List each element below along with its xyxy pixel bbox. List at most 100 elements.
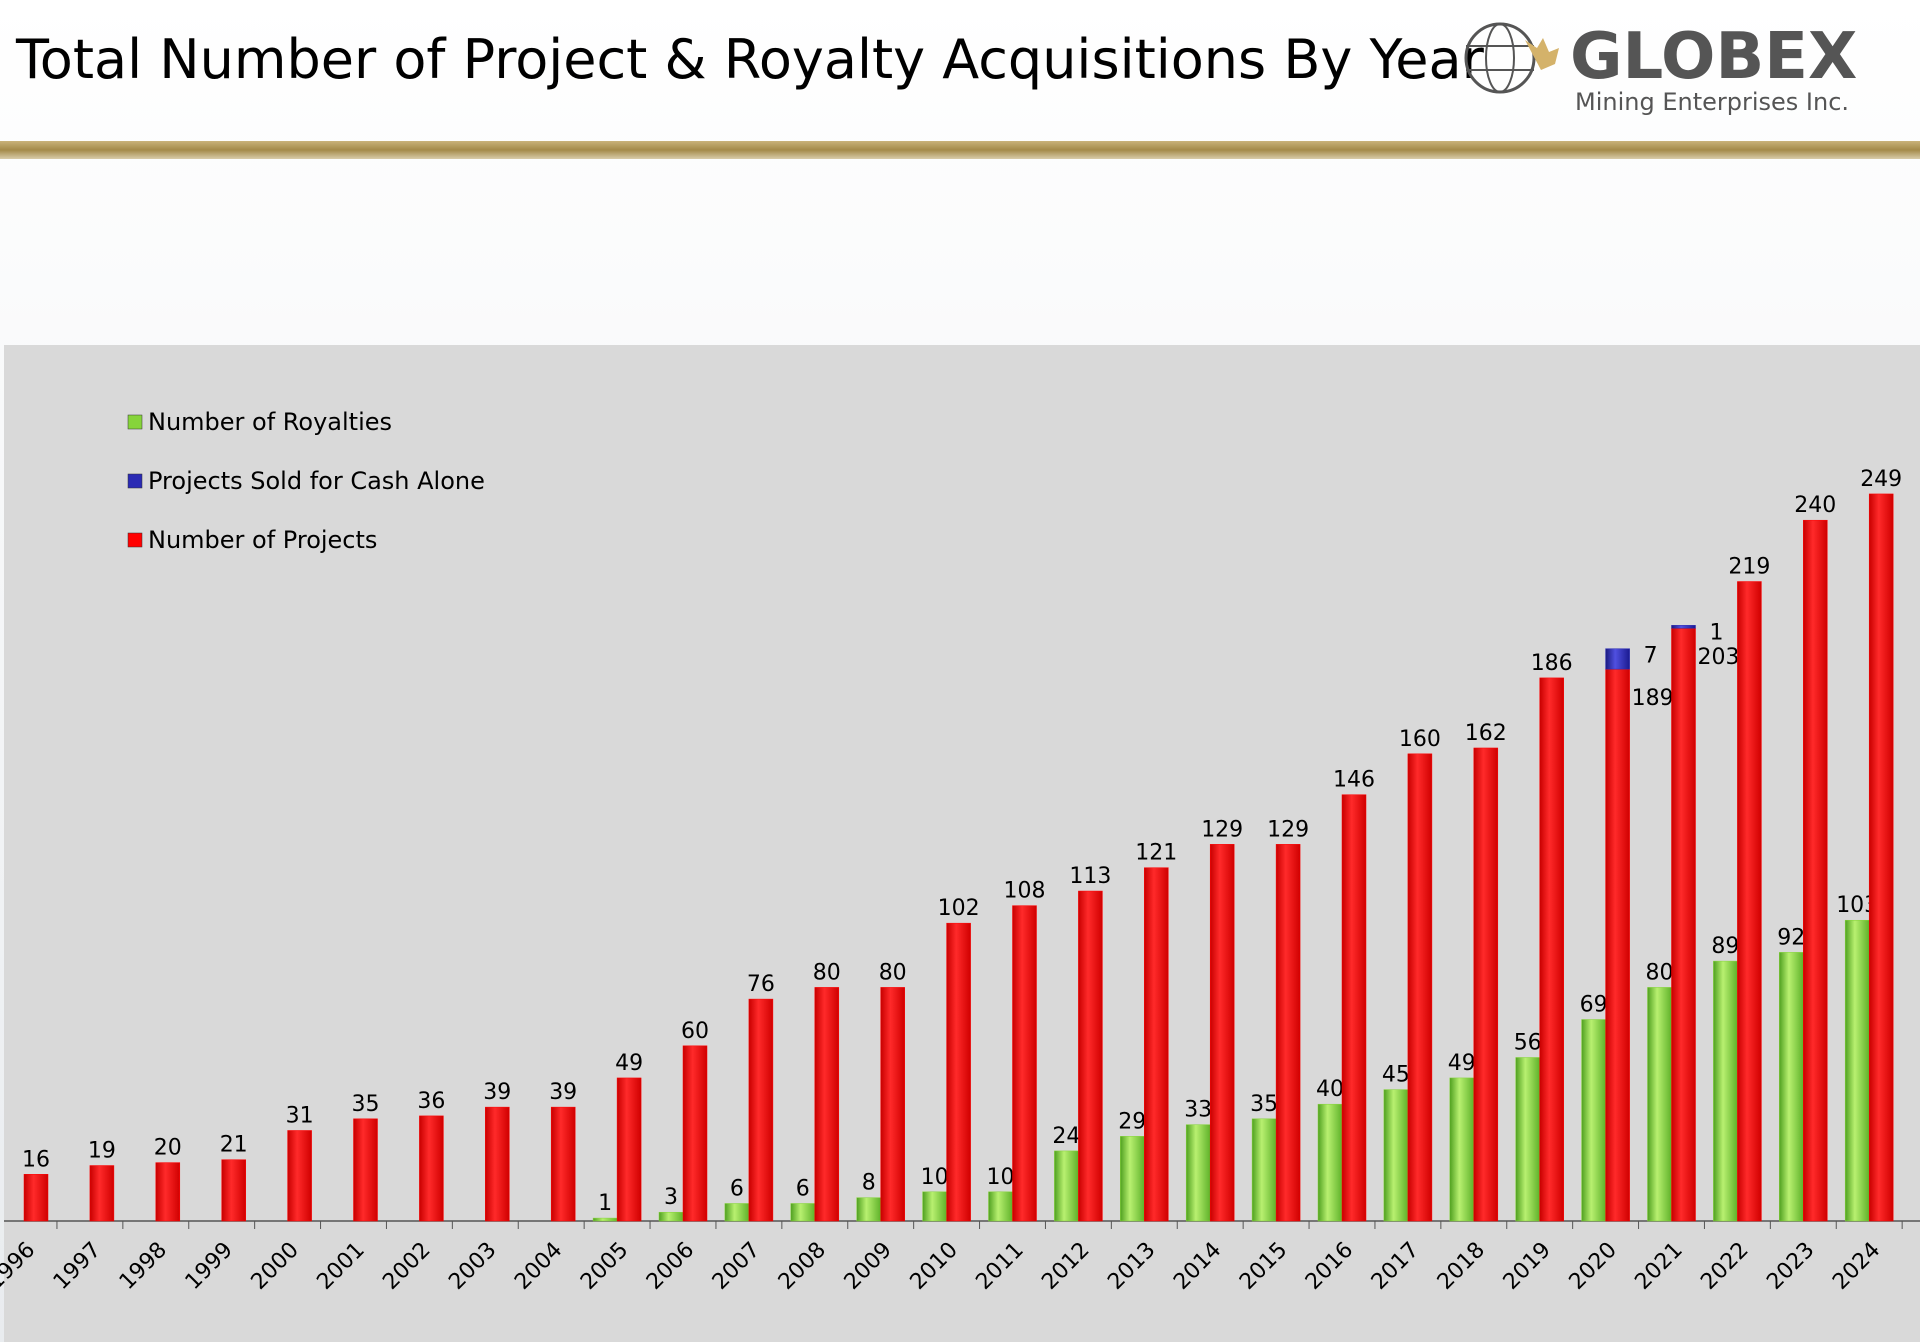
value-label: 186: [1531, 651, 1573, 676]
bar: [1120, 1136, 1145, 1222]
bar: [682, 1045, 708, 1222]
value-label: 113: [1069, 864, 1111, 889]
value-label: 6: [730, 1176, 744, 1201]
value-label: 33: [1184, 1098, 1212, 1123]
value-label: 39: [483, 1080, 511, 1105]
bar: [592, 1217, 618, 1222]
bar: [1868, 493, 1894, 1222]
value-label: 219: [1728, 555, 1770, 580]
bar: [1251, 1118, 1277, 1222]
value-label: 31: [286, 1103, 314, 1128]
logo: GLOBEX Mining Enterprises Inc.: [1464, 20, 1857, 116]
value-label: 1: [1710, 620, 1724, 645]
chart: Number of Royalties Projects Sold for Cas…: [0, 408, 1920, 1295]
bar: [155, 1162, 181, 1222]
bar: [1209, 844, 1235, 1222]
bar: [748, 998, 774, 1222]
bar: [1185, 1124, 1211, 1222]
legend-label: Number of Projects: [148, 526, 377, 554]
value-label: 29: [1118, 1109, 1146, 1134]
value-label: 21: [220, 1133, 248, 1158]
value-label: 24: [1052, 1124, 1080, 1149]
bar: [922, 1191, 947, 1222]
bar-segment: [1605, 648, 1630, 670]
bar: [724, 1203, 750, 1222]
value-label: 20: [154, 1136, 182, 1161]
bar: [1078, 890, 1103, 1222]
value-label: 80: [813, 960, 841, 985]
legend-swatch: [127, 473, 143, 489]
value-label: 56: [1514, 1030, 1542, 1055]
value-label: 6: [796, 1176, 810, 1201]
title: Total Number of Project & Royalty Acquis…: [15, 28, 1485, 91]
value-label: 129: [1267, 817, 1309, 842]
bar: [1275, 844, 1301, 1222]
maple-leaf: [1525, 38, 1559, 70]
bar: [856, 1197, 881, 1222]
value-label: 40: [1316, 1077, 1344, 1102]
value-label: 39: [549, 1080, 577, 1105]
legend-label: Projects Sold for Cash Alone: [148, 467, 485, 495]
bar: [1515, 1057, 1540, 1222]
bar: [353, 1118, 378, 1222]
value-label: 189: [1632, 686, 1674, 711]
value-label: 160: [1399, 727, 1441, 752]
bar: [988, 1191, 1013, 1222]
value-label: 49: [1448, 1051, 1476, 1076]
bar: [946, 922, 971, 1222]
bar: [1449, 1077, 1475, 1222]
bar: [1605, 668, 1630, 1222]
bar: [1671, 627, 1696, 1222]
value-label: 92: [1777, 925, 1805, 950]
globe-icon: [1485, 23, 1515, 93]
bar: [485, 1106, 510, 1222]
bar: [616, 1077, 642, 1222]
value-label: 1: [598, 1191, 612, 1216]
value-label: 102: [938, 896, 980, 921]
value-label: 108: [1004, 879, 1046, 904]
value-label: 80: [879, 960, 907, 985]
legend-label: Number of Royalties: [148, 408, 392, 436]
bar: [1803, 519, 1828, 1222]
value-label: 35: [1250, 1092, 1278, 1117]
logo-name: GLOBEX: [1570, 20, 1857, 94]
value-label: 240: [1794, 493, 1836, 518]
value-label: 89: [1711, 934, 1739, 959]
bar: [287, 1130, 312, 1222]
value-label: 76: [747, 972, 775, 997]
header-band: [0, 141, 1920, 159]
value-label: 203: [1698, 645, 1740, 670]
value-label: 49: [615, 1051, 643, 1076]
bar: [1581, 1019, 1606, 1222]
bar: [1473, 747, 1499, 1222]
value-label: 7: [1644, 644, 1658, 669]
bar: [550, 1106, 576, 1222]
bar: [1713, 960, 1738, 1222]
value-label: 10: [987, 1165, 1015, 1190]
value-label: 45: [1382, 1063, 1410, 1088]
bar-segment: [1671, 625, 1696, 629]
bar: [1737, 581, 1762, 1222]
bar: [1539, 677, 1564, 1222]
value-label: 35: [352, 1092, 380, 1117]
legend-swatch: [127, 414, 143, 430]
legend-swatch: [127, 532, 143, 548]
bar: [1779, 952, 1804, 1222]
logo-subtitle: Mining Enterprises Inc.: [1575, 88, 1849, 116]
bar: [814, 987, 840, 1222]
bar: [1054, 1150, 1079, 1222]
value-label: 60: [681, 1019, 709, 1044]
value-label: 19: [88, 1139, 116, 1164]
bar: [1317, 1103, 1343, 1222]
value-label: 69: [1580, 993, 1608, 1018]
bar: [1012, 905, 1037, 1222]
bar: [419, 1115, 444, 1222]
bar: [1647, 987, 1672, 1222]
bar: [221, 1159, 246, 1222]
bar: [1341, 794, 1367, 1222]
value-label: 10: [921, 1165, 949, 1190]
bar: [1144, 867, 1169, 1222]
value-label: 146: [1333, 768, 1375, 793]
value-label: 16: [22, 1147, 50, 1172]
